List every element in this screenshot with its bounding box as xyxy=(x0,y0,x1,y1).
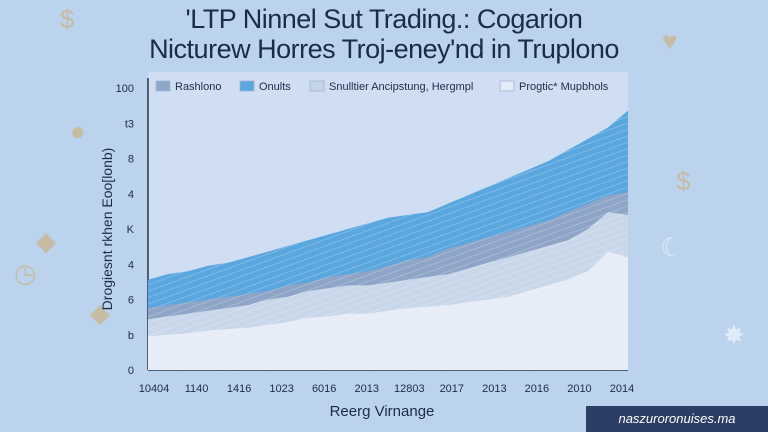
diamond-icon: ◆ xyxy=(90,298,110,328)
y-axis-label: Drogiesnt rkhen Eoo[lonb) xyxy=(99,148,115,311)
x-tick-label: 2013 xyxy=(482,383,506,395)
x-tick-label: 2017 xyxy=(440,383,464,395)
y-tick-label: 4 xyxy=(128,189,134,201)
chart-title-line-1: 'LTP Ninnel Sut Trading.: Cogarion xyxy=(185,4,583,34)
x-tick-label: 1140 xyxy=(185,383,209,395)
gear-icon: ✸ xyxy=(723,320,745,350)
x-tick-label: 2013 xyxy=(354,383,378,395)
y-tick-label: 8 xyxy=(128,154,134,166)
dollar-icon: $ xyxy=(676,166,691,196)
x-tick-label: 2010 xyxy=(567,383,591,395)
clock-icon: ◷ xyxy=(14,258,37,288)
legend-swatch xyxy=(155,80,171,92)
x-tick-label: 1023 xyxy=(269,383,293,395)
y-tick-label: t3 xyxy=(125,118,134,130)
y-tick-label: 6 xyxy=(128,295,134,307)
chart-title-line-2: Nicturew Horres Troj-eney'nd in Truplono xyxy=(149,34,619,64)
legend-label: Snulltier Ancipstung, Hergmpl xyxy=(329,81,473,93)
legend-label: Rashlono xyxy=(175,81,221,93)
legend-label: Onults xyxy=(259,81,291,93)
y-tick-label: b xyxy=(128,330,134,342)
y-tick-label: K xyxy=(127,224,135,236)
legend-swatch xyxy=(499,80,515,92)
footer-brand: naszuroronuises.ma xyxy=(586,406,768,432)
legend-swatch xyxy=(239,80,255,92)
heart-icon: ♥ xyxy=(662,26,678,56)
y-tick-label: 4 xyxy=(128,259,134,271)
x-tick-label: 1416 xyxy=(227,383,251,395)
y-tick-label: 0 xyxy=(128,365,134,377)
x-tick-label: 2014 xyxy=(610,383,634,395)
area-texture-progtic-mupbhols xyxy=(148,251,628,370)
x-tick-label: 12803 xyxy=(394,383,425,395)
x-tick-label: 2016 xyxy=(525,383,549,395)
x-tick-label: 6016 xyxy=(312,383,336,395)
coin-icon: ● xyxy=(70,116,86,146)
piggy-bank-icon: ◆ xyxy=(36,226,56,256)
dollar-icon: $ xyxy=(60,4,75,34)
y-tick-label: 100 xyxy=(116,83,134,95)
x-axis-label: Reerg Virnange xyxy=(330,403,435,420)
x-tick-label: 10404 xyxy=(139,383,170,395)
moon-icon: ☾ xyxy=(660,232,684,262)
legend-label: Progtic* Mupbhols xyxy=(519,81,609,93)
legend-swatch xyxy=(309,80,325,92)
